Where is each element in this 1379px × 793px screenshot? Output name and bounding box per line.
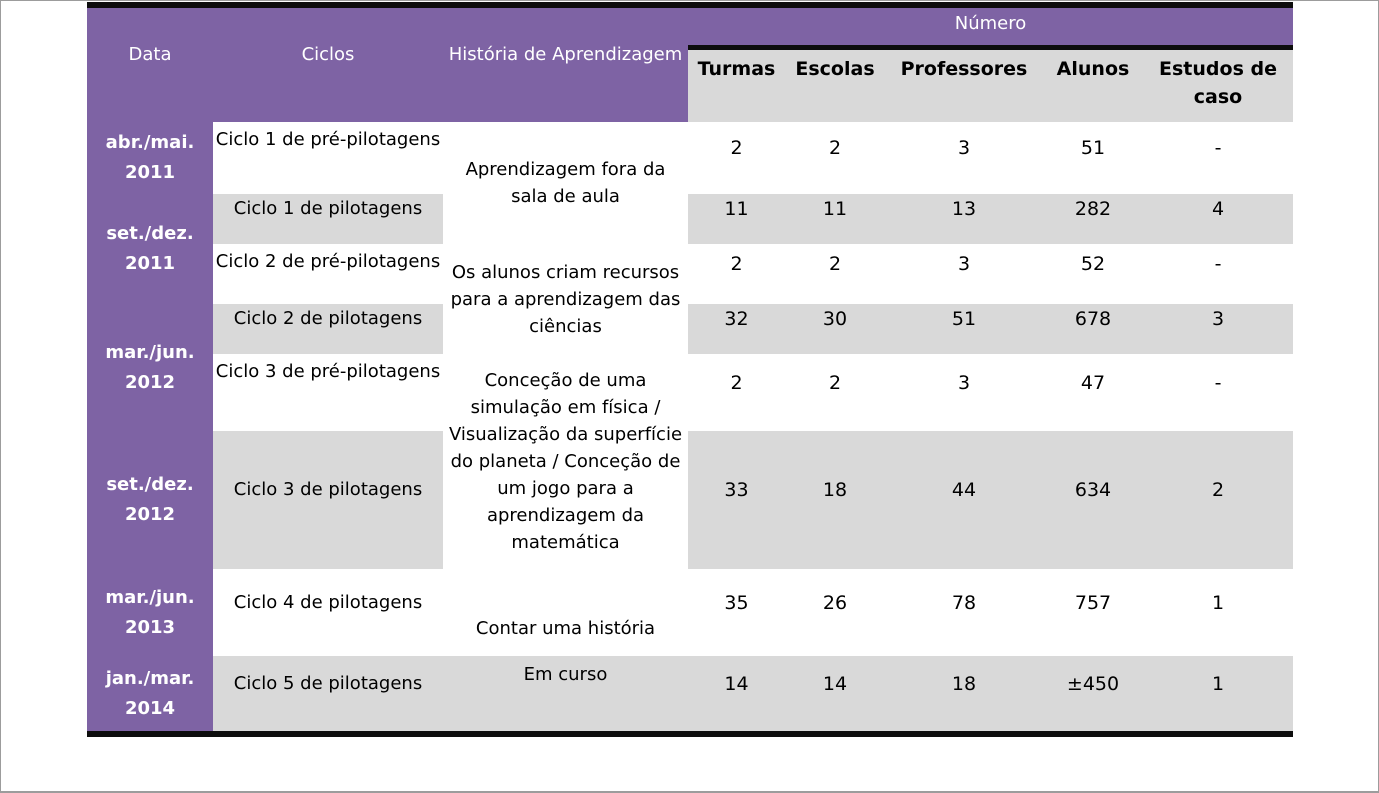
estudos-cell: 4: [1143, 194, 1294, 244]
estudos-cell: -: [1214, 253, 1222, 275]
escolas-cell: 2: [828, 253, 842, 275]
date-cell: abr./mai. 2011: [87, 122, 213, 194]
alunos-cell: 52: [1080, 253, 1106, 275]
turmas-cell: 35: [724, 591, 749, 614]
professores-cell: 3: [957, 253, 971, 275]
date-line2: 2014: [124, 697, 176, 719]
subheader-alunos: Alunos: [1043, 47, 1143, 122]
escolas-cell: 26: [822, 591, 848, 614]
date-line1: set./dez.: [106, 223, 194, 244]
alunos-cell: 51: [1080, 137, 1106, 159]
pilot-cycles-table-wrapper: Data Ciclos História de Aprendizagem Núm…: [87, 2, 1294, 737]
professores-cell: 3: [957, 371, 971, 394]
ciclo-cell: Ciclo 5 de pilotagens: [213, 656, 443, 734]
ciclo-cell: Ciclo 2 de pré-pilotagens: [215, 251, 441, 272]
date-line2: 2011: [124, 253, 176, 274]
subheader-estudos-de-caso: Estudos de caso: [1143, 47, 1294, 122]
alunos-cell: 634: [1043, 431, 1143, 569]
header-historia: História de Aprendizagem: [443, 5, 688, 122]
date-cell: set./dez. 2012: [87, 431, 213, 569]
escolas-cell: 11: [785, 194, 885, 244]
table-row: Ciclo 2 de pré-pilotagens Os alunos cria…: [87, 244, 1293, 354]
subheader-turmas: Turmas: [688, 47, 785, 122]
date-cell: mar./jun. 2012: [87, 304, 213, 431]
professores-cell: 51: [885, 304, 1043, 354]
alunos-cell: 678: [1043, 304, 1143, 354]
turmas-cell: 33: [688, 431, 785, 569]
professores-cell: 44: [885, 431, 1043, 569]
professores-cell: 78: [951, 591, 977, 614]
estudos-cell: 1: [1143, 656, 1294, 734]
alunos-cell: 757: [1074, 591, 1112, 614]
turmas-cell: 14: [688, 656, 785, 734]
table-row: jan./mar. 2014 Ciclo 5 de pilotagens Em …: [87, 656, 1294, 734]
historia-cell: Contar uma história: [443, 569, 688, 656]
header-row-top: Data Ciclos História de Aprendizagem Núm…: [87, 5, 1294, 122]
escolas-cell: 2: [828, 137, 842, 159]
table-row: abr./mai. 2011 Ciclo 1 de pré-pilotagens…: [87, 122, 1293, 244]
date-line1: set./dez.: [106, 474, 194, 495]
alunos-cell: ±450: [1043, 656, 1143, 734]
header-row-sub: Turmas Escolas Professores Alunos Estudo…: [87, 47, 1294, 122]
header-ciclos: Ciclos: [213, 5, 443, 122]
professores-cell: 3: [957, 137, 971, 159]
professores-cell: 18: [885, 656, 1043, 734]
date-line2: 2013: [124, 616, 176, 638]
escolas-cell: 2: [828, 371, 842, 394]
header-data: Data: [87, 5, 213, 122]
professores-cell: 13: [885, 194, 1043, 244]
turmas-cell: 11: [688, 194, 785, 244]
date-cell: mar./jun. 2013: [87, 569, 213, 656]
turmas-cell: 2: [730, 253, 743, 275]
ciclo-cell: Ciclo 3 de pilotagens: [213, 431, 443, 569]
date-line1: abr./mai.: [105, 132, 195, 153]
turmas-cell: 2: [730, 137, 743, 159]
table-row: mar./jun. 2013 Ciclo 4 de pilotagens Con…: [87, 569, 1293, 656]
estudos-cell: 3: [1143, 304, 1294, 354]
escolas-cell: 30: [785, 304, 885, 354]
date-line1: jan./mar.: [105, 667, 195, 689]
subheader-escolas: Escolas: [785, 47, 885, 122]
escolas-cell: 14: [785, 656, 885, 734]
estudos-cell: 1: [1211, 591, 1225, 614]
alunos-cell: 47: [1080, 371, 1106, 394]
ciclo-cell: Ciclo 2 de pilotagens: [213, 304, 443, 354]
ciclo-cell: Ciclo 3 de pré-pilotagens: [215, 361, 441, 382]
date-line2: 2012: [124, 504, 176, 525]
date-line1: mar./jun.: [105, 586, 195, 608]
turmas-cell: 2: [730, 371, 743, 394]
table-row: set./dez. 2011 Ciclo 1 de pilotagens 11 …: [87, 194, 1294, 304]
date-cell: jan./mar. 2014: [87, 656, 213, 734]
estudos-cell: -: [1214, 371, 1222, 394]
historia-cell: Conceção de uma simulação em física / Vi…: [443, 354, 688, 569]
alunos-cell: 282: [1043, 194, 1143, 244]
table-row: set./dez. 2012 Ciclo 3 de pilotagens 33 …: [87, 431, 1294, 569]
historia-cell: Os alunos criam recursos para a aprendiz…: [443, 244, 688, 354]
historia-cell: Em curso: [443, 656, 688, 734]
date-line2: 2011: [124, 162, 176, 183]
turmas-cell: 32: [688, 304, 785, 354]
table-row: Ciclo 3 de pré-pilotagens Conceção de um…: [87, 354, 1293, 569]
ciclo-cell: Ciclo 4 de pilotagens: [233, 591, 423, 613]
table-row: mar./jun. 2012 Ciclo 2 de pilotagens 32 …: [87, 304, 1294, 431]
estudos-cell: 2: [1143, 431, 1294, 569]
header-numero: Número: [688, 5, 1294, 50]
ciclo-cell: Ciclo 1 de pré-pilotagens: [215, 129, 441, 150]
date-line1: mar./jun.: [105, 341, 195, 363]
subheader-professores: Professores: [885, 47, 1043, 122]
date-cell: set./dez. 2011: [87, 194, 213, 304]
date-line2: 2012: [124, 371, 176, 393]
estudos-cell: -: [1214, 137, 1222, 159]
ciclo-cell: Ciclo 1 de pilotagens: [213, 194, 443, 244]
historia-cell: Aprendizagem fora da sala de aula: [443, 122, 688, 244]
pilot-cycles-table: Data Ciclos História de Aprendizagem Núm…: [87, 2, 1294, 737]
escolas-cell: 18: [785, 431, 885, 569]
